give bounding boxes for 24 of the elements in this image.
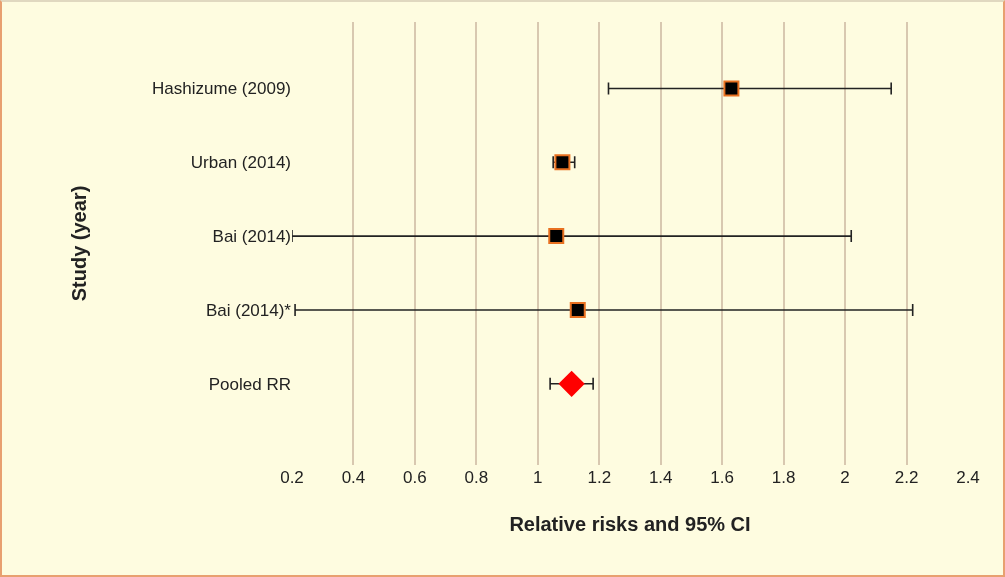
x-tick-label: 2.2 [894,468,919,487]
point [558,371,585,397]
x-tick-label: 1 [533,468,543,487]
y-tick-label: Pooled RR [208,374,291,394]
y-axis-title: Study (year) [67,185,90,302]
x-tick-label: 2.4 [956,468,980,487]
x-axis-title: Relative risks and 95% CI [509,512,751,535]
point [548,228,565,245]
point [569,301,586,318]
x-tick-label: 0.8 [464,468,489,487]
x-tick-label: 1.8 [771,468,796,487]
y-tick-label: Bai (2014) [212,227,291,247]
x-tick-label: 1.4 [648,468,673,487]
x-tick-label: 1.6 [710,468,734,487]
x-tick-label: 0.4 [341,468,366,487]
x-tick-label: 1.2 [587,468,612,487]
point [554,154,571,171]
x-tick-label: 0.2 [280,468,304,487]
y-tick-label: Bai (2014)* [205,300,292,320]
x-tick-label: 0.6 [403,468,427,487]
y-tick-label: Hashizume (2009) [152,79,291,99]
y-tick-label: Urban (2014) [190,153,291,173]
point [723,80,740,97]
x-tick-label: 2 [840,468,850,487]
